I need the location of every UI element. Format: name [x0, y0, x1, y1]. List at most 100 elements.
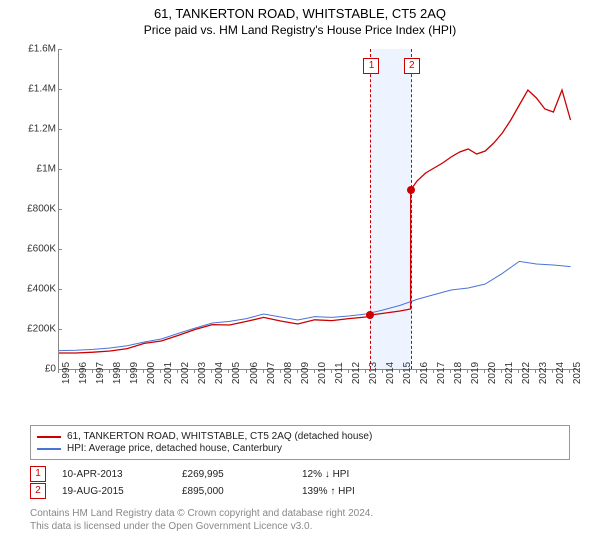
x-tick: [331, 369, 332, 373]
x-tick-label: 2009: [300, 362, 311, 384]
attribution-line1: Contains HM Land Registry data © Crown c…: [30, 507, 570, 520]
x-tick: [177, 369, 178, 373]
x-tick-label: 2012: [351, 362, 362, 384]
y-tick-label: £800K: [12, 204, 56, 215]
x-tick: [450, 369, 451, 373]
x-tick-label: 1997: [95, 362, 106, 384]
x-tick: [75, 369, 76, 373]
x-tick: [280, 369, 281, 373]
x-tick-label: 2022: [521, 362, 532, 384]
y-tick: [58, 129, 62, 130]
x-tick-label: 2025: [572, 362, 583, 384]
x-tick: [399, 369, 400, 373]
x-tick-label: 2013: [368, 362, 379, 384]
x-tick-label: 2010: [317, 362, 328, 384]
x-tick: [501, 369, 502, 373]
legend: 61, TANKERTON ROAD, WHITSTABLE, CT5 2AQ …: [30, 425, 570, 460]
y-tick-label: £0: [12, 364, 56, 375]
y-tick: [58, 209, 62, 210]
legend-label: 61, TANKERTON ROAD, WHITSTABLE, CT5 2AQ …: [67, 431, 372, 442]
legend-swatch: [37, 448, 61, 450]
annotation-marker: 1: [30, 466, 46, 482]
annotation-delta: 12% ↓ HPI: [302, 469, 422, 480]
x-tick: [552, 369, 553, 373]
x-tick-label: 2023: [538, 362, 549, 384]
x-tick: [263, 369, 264, 373]
y-tick-label: £600K: [12, 244, 56, 255]
legend-swatch: [37, 436, 61, 438]
annotation-price: £269,995: [182, 469, 302, 480]
y-tick-label: £200K: [12, 324, 56, 335]
x-tick: [569, 369, 570, 373]
x-tick-label: 2015: [402, 362, 413, 384]
x-tick: [348, 369, 349, 373]
x-tick: [58, 369, 59, 373]
x-tick-label: 1999: [129, 362, 140, 384]
annotation-row: 1 10-APR-2013£269,99512% ↓ HPI: [30, 466, 570, 482]
x-tick: [92, 369, 93, 373]
x-tick-label: 2008: [283, 362, 294, 384]
x-tick: [467, 369, 468, 373]
sale-dot: [366, 311, 374, 319]
series-price_paid: [59, 90, 571, 353]
x-tick-label: 2014: [385, 362, 396, 384]
y-tick-label: £1M: [12, 164, 56, 175]
y-tick: [58, 249, 62, 250]
x-tick-label: 2004: [214, 362, 225, 384]
x-tick: [535, 369, 536, 373]
y-tick: [58, 289, 62, 290]
chart-title: 61, TANKERTON ROAD, WHITSTABLE, CT5 2AQ: [0, 6, 600, 21]
x-tick: [314, 369, 315, 373]
y-tick-label: £1.2M: [12, 124, 56, 135]
x-tick: [126, 369, 127, 373]
annotation-date: 19-AUG-2015: [62, 486, 182, 497]
x-tick-label: 2017: [436, 362, 447, 384]
x-tick-label: 2016: [419, 362, 430, 384]
x-tick: [228, 369, 229, 373]
x-tick: [109, 369, 110, 373]
x-tick-label: 2011: [334, 362, 345, 384]
x-tick: [484, 369, 485, 373]
legend-item: 61, TANKERTON ROAD, WHITSTABLE, CT5 2AQ …: [37, 431, 563, 442]
x-tick-label: 1996: [78, 362, 89, 384]
x-tick-label: 2006: [249, 362, 260, 384]
x-tick: [365, 369, 366, 373]
x-tick: [297, 369, 298, 373]
y-tick-label: £1.4M: [12, 84, 56, 95]
x-tick-label: 2000: [146, 362, 157, 384]
y-tick-label: £1.6M: [12, 44, 56, 55]
plot-area: 12: [58, 49, 579, 370]
annotation-marker: 2: [30, 483, 46, 499]
y-tick: [58, 49, 62, 50]
attribution: Contains HM Land Registry data © Crown c…: [30, 507, 570, 533]
y-tick: [58, 89, 62, 90]
x-tick-label: 2002: [180, 362, 191, 384]
y-tick: [58, 169, 62, 170]
sale-marker-box: 1: [363, 58, 379, 74]
x-tick-label: 1998: [112, 362, 123, 384]
annotation-row: 219-AUG-2015£895,000139% ↑ HPI: [30, 483, 570, 499]
sale-annotations: 1 10-APR-2013£269,99512% ↓ HPI 2 19-AUG-201…: [30, 466, 570, 499]
x-tick-label: 2024: [555, 362, 566, 384]
x-tick-label: 2021: [504, 362, 515, 384]
x-tick-label: 2019: [470, 362, 481, 384]
x-tick: [160, 369, 161, 373]
x-tick-label: 2018: [453, 362, 464, 384]
chart-subtitle: Price paid vs. HM Land Registry's House …: [0, 23, 600, 37]
series-svg: [59, 49, 579, 369]
series-hpi: [59, 261, 571, 350]
x-tick-label: 1995: [61, 362, 72, 384]
legend-item: HPI: Average price, detached house, Cant…: [37, 443, 563, 454]
x-tick: [382, 369, 383, 373]
chart-area: 12 £0£200K£400K£600K£800K£1M£1.2M£1.4M£1…: [10, 41, 590, 421]
x-tick-label: 2003: [197, 362, 208, 384]
annotation-price: £895,000: [182, 486, 302, 497]
sale-marker-box: 2: [404, 58, 420, 74]
x-tick: [416, 369, 417, 373]
x-tick-label: 2005: [231, 362, 242, 384]
x-tick: [246, 369, 247, 373]
sale-dot: [407, 186, 415, 194]
sale-vline: [370, 49, 371, 369]
x-tick: [518, 369, 519, 373]
annotation-date: 10-APR-2013: [62, 469, 182, 480]
